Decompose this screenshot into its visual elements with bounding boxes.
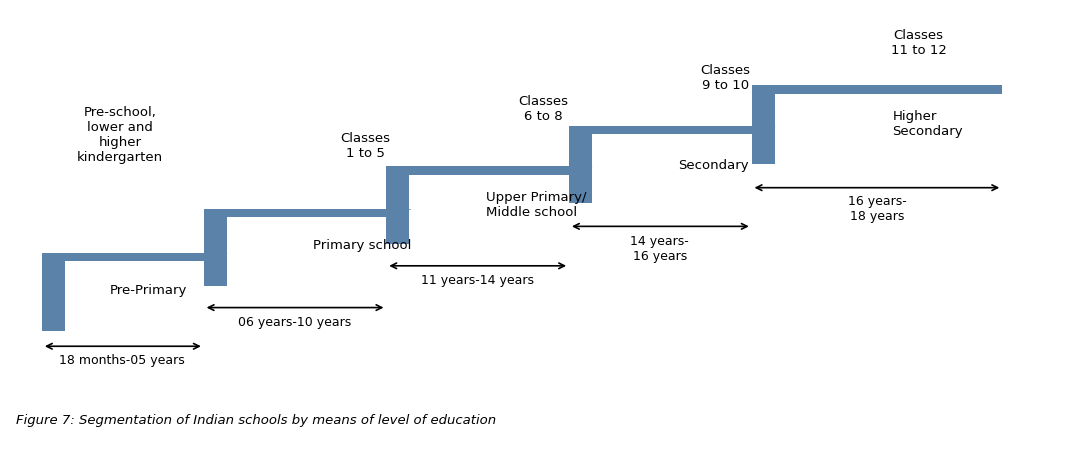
Text: Secondary: Secondary [678, 159, 750, 172]
Text: Classes
9 to 10: Classes 9 to 10 [701, 64, 751, 92]
Bar [387, 167, 569, 175]
Text: 11 years-14 years: 11 years-14 years [421, 273, 534, 287]
Polygon shape [752, 126, 775, 134]
Bar [203, 209, 227, 286]
Text: Figure 7: Segmentation of Indian schools by means of level of education: Figure 7: Segmentation of Indian schools… [16, 414, 496, 427]
Bar [569, 126, 592, 203]
Text: Classes
11 to 12: Classes 11 to 12 [890, 29, 947, 57]
Text: Higher
Secondary: Higher Secondary [892, 110, 963, 138]
Text: 18 months-05 years: 18 months-05 years [60, 354, 185, 367]
Bar [42, 253, 203, 261]
Text: 06 years-10 years: 06 years-10 years [237, 316, 351, 329]
Polygon shape [569, 167, 593, 175]
Text: Pre-Primary: Pre-Primary [110, 283, 187, 297]
Bar [387, 167, 409, 244]
Bar [42, 253, 65, 331]
Bar [203, 209, 387, 217]
Bar [752, 85, 774, 165]
Text: Primary school: Primary school [313, 239, 412, 252]
Bar [569, 126, 752, 134]
Text: 14 years-
16 years: 14 years- 16 years [630, 235, 689, 263]
Text: 16 years-
18 years: 16 years- 18 years [848, 196, 906, 223]
Polygon shape [203, 253, 228, 261]
Text: Upper Primary/
Middle school: Upper Primary/ Middle school [486, 191, 586, 219]
Polygon shape [387, 209, 412, 217]
Text: Pre-school,
lower and
higher
kindergarten: Pre-school, lower and higher kindergarte… [77, 106, 163, 164]
Bar [752, 85, 1002, 94]
Text: Classes
1 to 5: Classes 1 to 5 [341, 131, 391, 160]
Text: Classes
6 to 8: Classes 6 to 8 [518, 95, 568, 123]
